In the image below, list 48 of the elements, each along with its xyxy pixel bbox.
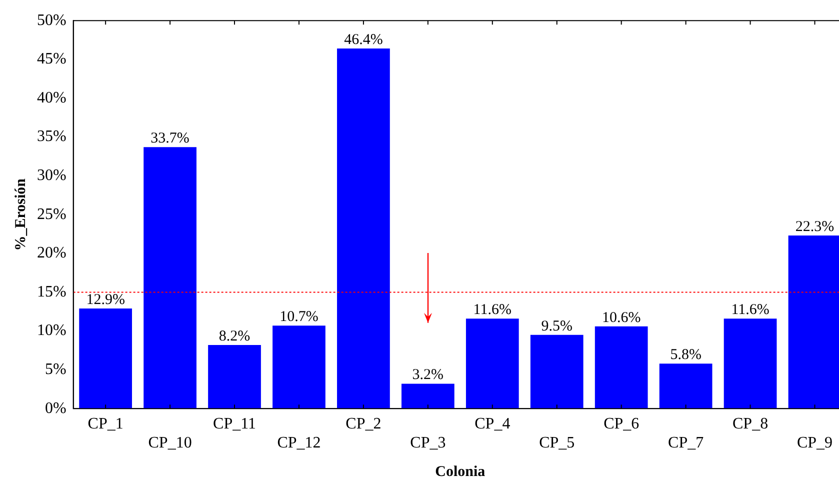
data-label: 10.6% — [602, 310, 641, 326]
y-tick-label: 20% — [37, 244, 66, 262]
bar — [724, 318, 777, 409]
bar — [659, 364, 712, 409]
bar — [466, 318, 519, 409]
data-label: 8.2% — [218, 328, 250, 344]
x-tick-label: CP_5 — [539, 434, 575, 452]
y-tick-label: 10% — [37, 322, 66, 340]
x-tick-label: CP_4 — [474, 415, 510, 432]
data-label: 46.4% — [344, 32, 383, 48]
data-label: 3.2% — [412, 367, 444, 384]
data-label: 10.7% — [280, 309, 318, 326]
y-tick-label: 0% — [45, 400, 66, 417]
y-tick-label: 30% — [37, 167, 66, 184]
data-label: 33.7% — [150, 130, 190, 147]
bar — [337, 48, 390, 409]
x-axis-title: Colonia — [435, 464, 486, 480]
bar — [530, 334, 584, 409]
x-tick-label: CP_8 — [732, 415, 768, 432]
y-tick-label: 25% — [37, 206, 66, 223]
x-tick-label: CP_3 — [410, 434, 446, 452]
y-tick-label: 40% — [37, 89, 66, 106]
x-tick-label: CP_6 — [604, 415, 640, 432]
x-tick-label: CP_12 — [277, 434, 321, 452]
data-label: 5.8% — [670, 347, 702, 364]
x-tick-label: CP_9 — [796, 434, 833, 452]
x-tick-label: CP_1 — [88, 415, 124, 432]
y-tick-label: 5% — [45, 361, 66, 378]
bar — [401, 384, 454, 409]
y-tick-label: 15% — [37, 283, 66, 300]
data-label: 22.3% — [795, 218, 834, 235]
bar — [208, 344, 261, 409]
bar — [144, 147, 196, 409]
data-label: 11.6% — [473, 302, 512, 318]
data-label: 12.9% — [86, 292, 125, 308]
x-tick-label: CP_7 — [668, 434, 704, 452]
y-axis-title: %_Erosión — [12, 178, 29, 251]
x-tick-label: CP_11 — [213, 415, 256, 432]
bar — [594, 326, 648, 409]
y-tick-label: 35% — [37, 128, 66, 146]
bar — [272, 326, 326, 409]
x-tick-label: CP_10 — [148, 434, 192, 452]
y-tick-label: 50% — [37, 12, 66, 29]
data-label: 9.5% — [541, 318, 572, 334]
bar — [79, 308, 132, 409]
x-tick-label: CP_2 — [346, 415, 382, 432]
y-tick-label: 45% — [37, 50, 66, 68]
data-label: 11.6% — [731, 302, 770, 318]
